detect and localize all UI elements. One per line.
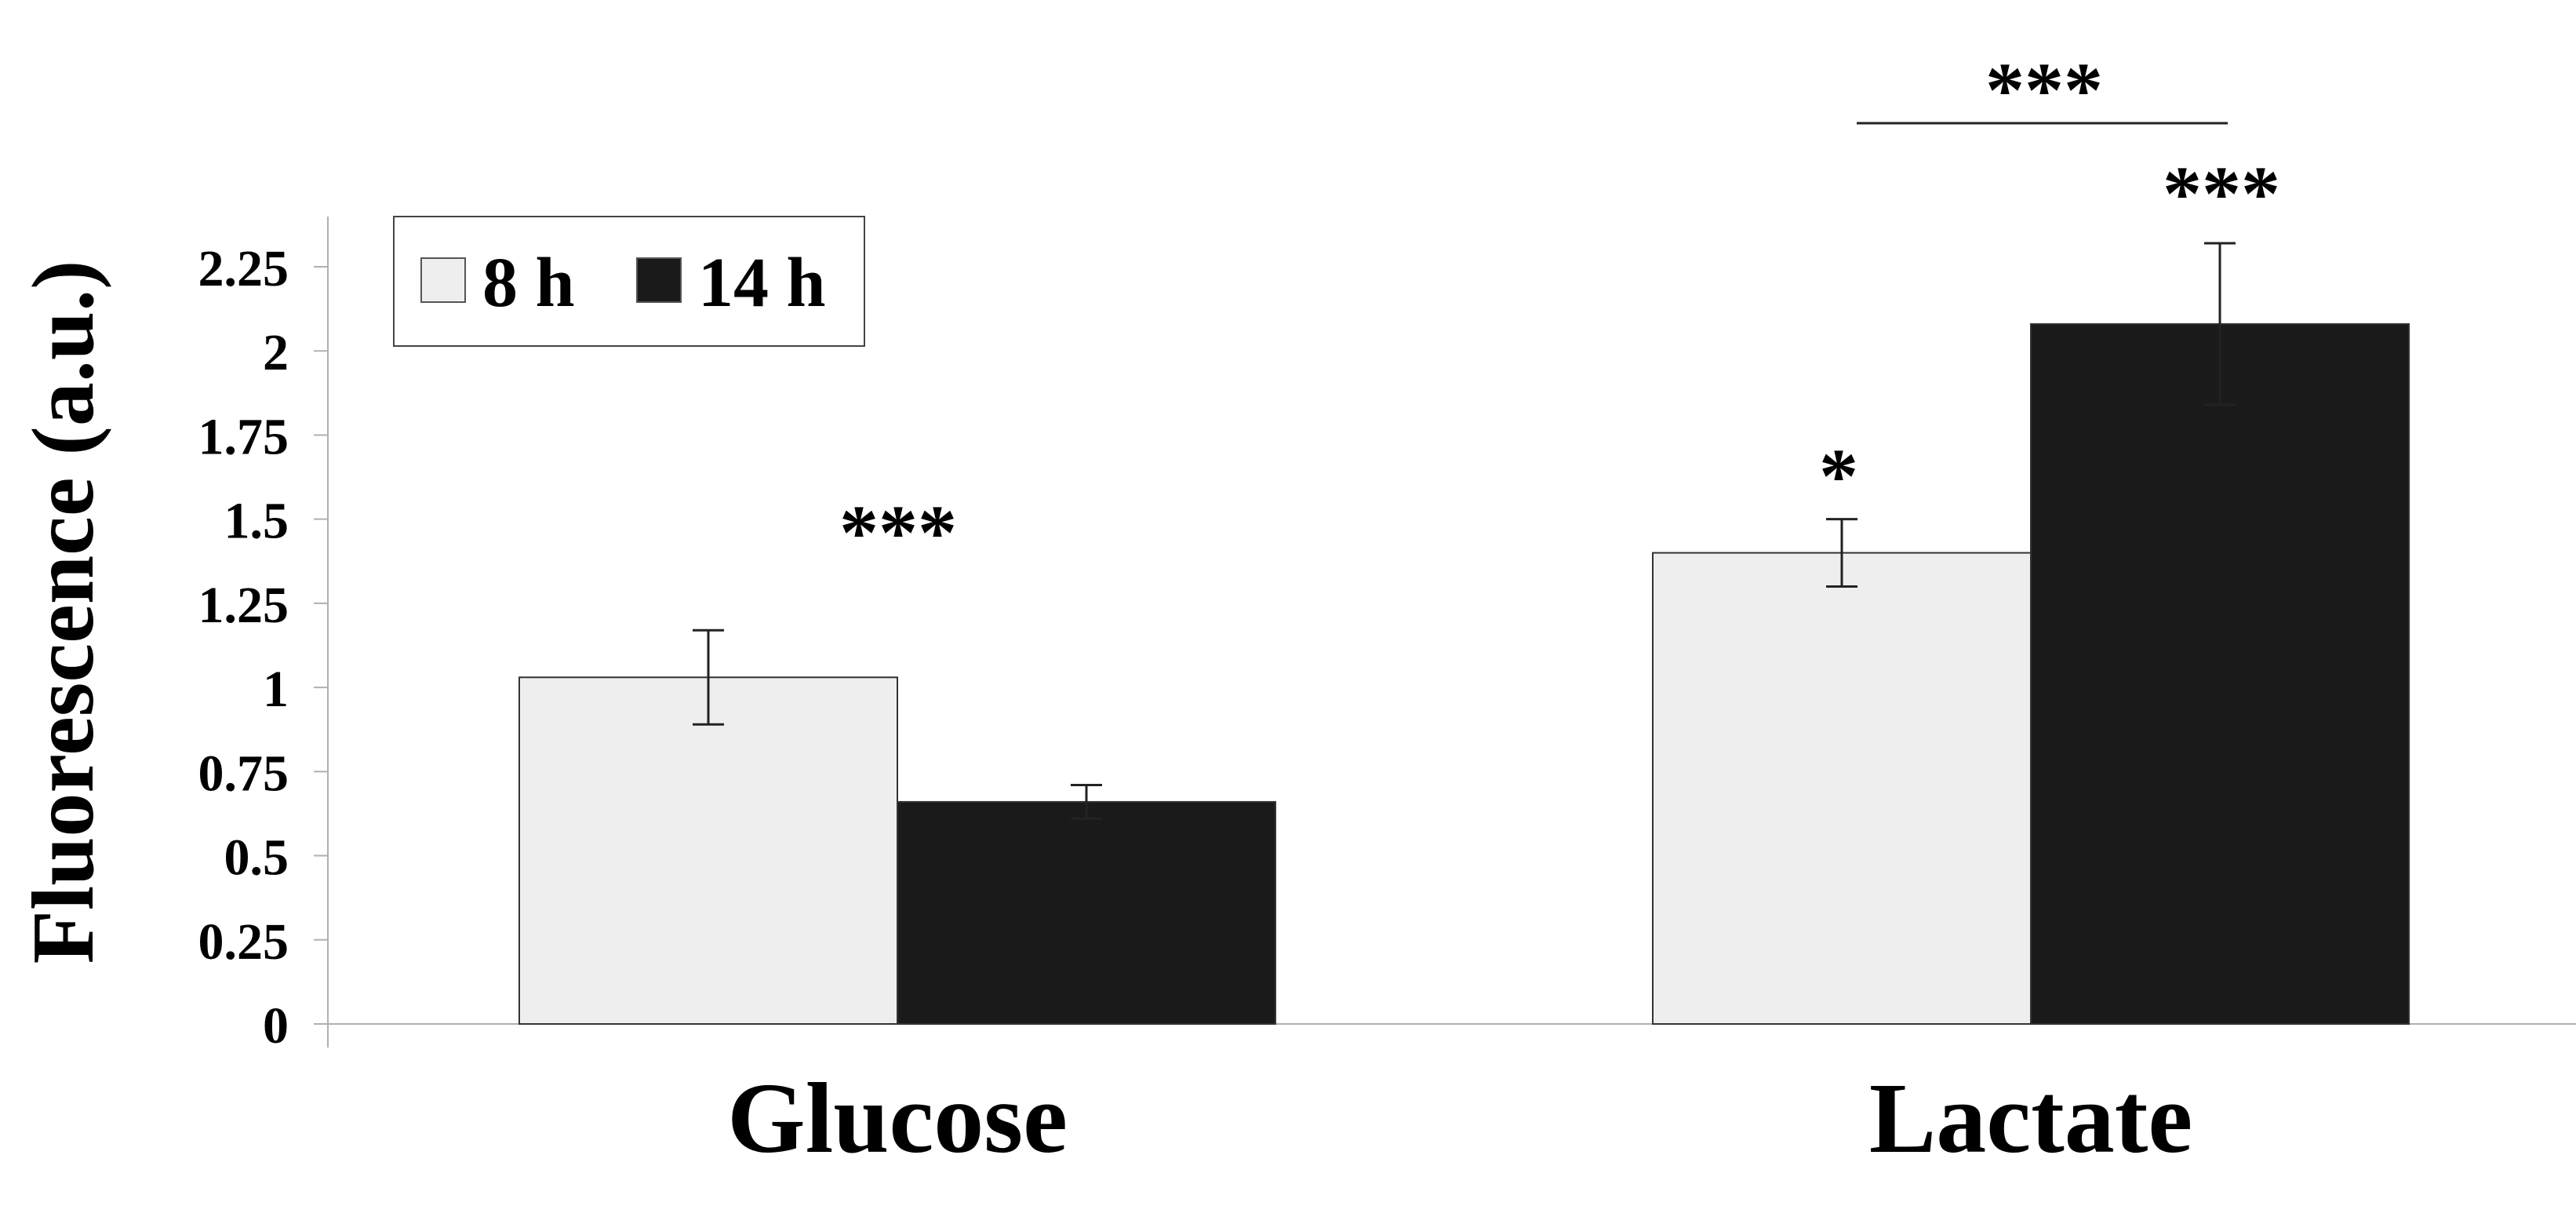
significance-marker: *** [2163, 150, 2280, 237]
y-tick-label: 1.5 [224, 493, 289, 550]
significance-marker: * [1819, 432, 1858, 519]
y-tick-label: 1 [263, 661, 289, 718]
bar [897, 800, 1276, 1026]
legend-swatch [636, 257, 682, 303]
legend: 8 h 14 h [393, 216, 865, 347]
x-category-label: Lactate [1869, 1062, 2192, 1174]
y-tick-label: 0 [263, 997, 289, 1055]
y-tick-label: 1.75 [198, 408, 289, 465]
y-tick-label: 0.5 [224, 829, 289, 887]
legend-box [393, 216, 865, 347]
legend-label: 8 h [482, 244, 575, 322]
y-axis-title: Fluorescence (a.u.) [15, 261, 112, 964]
legend-label: 14 h [698, 244, 826, 322]
x-category-label: Glucose [727, 1062, 1068, 1174]
significance-marker: *** [839, 489, 957, 576]
y-tick-label: 2.25 [198, 240, 289, 297]
y-tick-label: 1.25 [198, 577, 289, 634]
y-tick-label: 0.75 [198, 745, 289, 802]
bars [518, 322, 2410, 1026]
labels: 0 0.25 0.5 0.75 1 1.25 1.5 1.75 2 2.25 Fluorescenc… [15, 240, 2192, 1174]
annotations: ********** [839, 46, 2280, 576]
y-tick-label: 0.25 [198, 913, 289, 971]
y-tick-label: 2 [263, 324, 289, 381]
bar [2030, 322, 2410, 1025]
significance-marker: *** [1985, 46, 2103, 133]
error-bars [693, 242, 2236, 820]
bar [518, 676, 898, 1025]
bar [1652, 552, 2032, 1025]
legend-swatch [420, 257, 466, 303]
